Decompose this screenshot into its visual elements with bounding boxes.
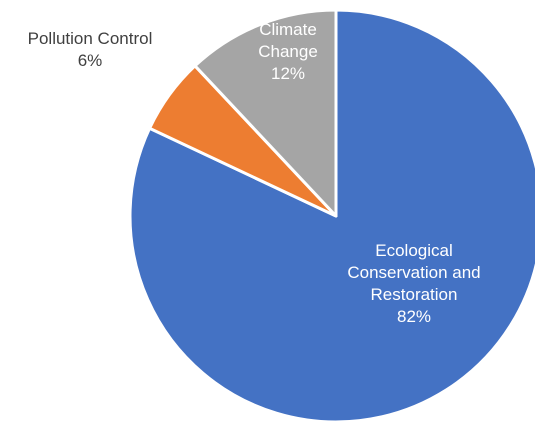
pie-value-label: 12%	[271, 64, 305, 83]
pie-category-label: Restoration	[371, 285, 458, 304]
pie-value-label: 82%	[397, 307, 431, 326]
pie-slices	[128, 8, 535, 422]
pie-labels: Ecological Conservation and Restoration 82%…	[28, 20, 481, 326]
pie-category-label: Pollution Control	[28, 29, 153, 48]
pie-category-label: Ecological	[375, 241, 453, 260]
pie-category-label: Climate	[259, 20, 317, 39]
pie-label-climate-change: Climate Change 12%	[258, 20, 318, 83]
pie-category-label: Conservation and	[347, 263, 480, 282]
pie-label-pollution-control: Pollution Control 6%	[28, 29, 153, 70]
pie-label-ecological-conservation-and-restoration: Ecological Conservation and Restoration 82%	[347, 241, 480, 326]
pie-category-label: Change	[258, 42, 318, 61]
pie-value-label: 6%	[78, 51, 103, 70]
pie-slice-climate-change	[193, 8, 338, 218]
